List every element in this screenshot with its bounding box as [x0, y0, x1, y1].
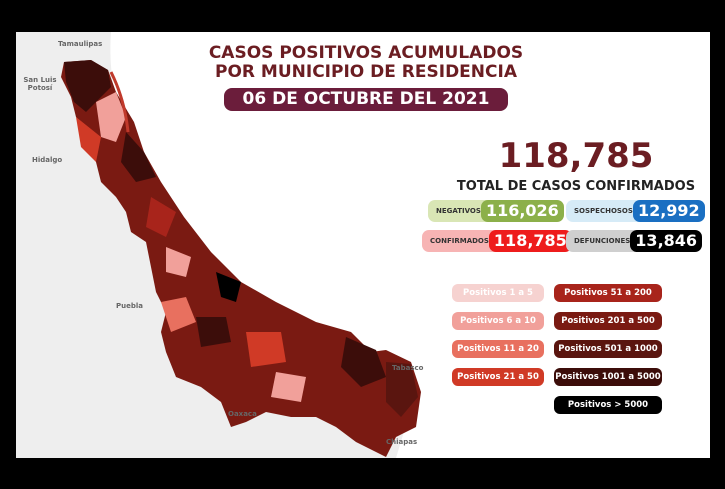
state-label-hidalgo: Hidalgo — [32, 156, 63, 164]
infographic: Tamaulipas San Luis Potosí Hidalgo Puebl… — [16, 32, 710, 458]
region-veracruz-port — [216, 272, 241, 302]
legend-21-50: Positivos 21 a 50 — [452, 368, 544, 386]
stat-value: 12,992 — [632, 200, 705, 222]
total-cases: 118,785 — [498, 136, 654, 176]
state-label-chiapas: Chiapas — [386, 438, 418, 446]
coastal-lagoon — [109, 71, 130, 133]
legend-1-5: Positivos 1 a 5 — [452, 284, 544, 302]
legend-51-200: Positivos 51 a 200 — [554, 284, 662, 302]
state-label-san-luis-potosi: San Luis Potosí — [23, 76, 57, 92]
region-xalapa — [166, 247, 191, 277]
region-poza-rica — [121, 132, 156, 182]
page-title: CASOS POSITIVOS ACUMULADOS POR MUNICIPIO… — [206, 44, 526, 82]
title-line-2: POR MUNICIPIO DE RESIDENCIA — [215, 62, 517, 82]
stat-negativos: NEGATIVOS 116,026 — [428, 200, 564, 222]
region-misantla — [146, 197, 176, 237]
region-orizaba — [161, 297, 196, 332]
region-tuxtepec — [271, 372, 306, 402]
stat-label: SOSPECHOSOS — [574, 207, 633, 215]
region-huasteca — [76, 117, 101, 162]
stat-label: NEGATIVOS — [436, 207, 481, 215]
region-cordoba — [196, 317, 231, 347]
legend-201-500: Positivos 201 a 500 — [554, 312, 662, 330]
legend-11-20: Positivos 11 a 20 — [452, 340, 544, 358]
total-cases-label: TOTAL DE CASOS CONFIRMADOS — [456, 179, 696, 194]
state-label-oaxaca: Oaxaca — [228, 410, 257, 418]
veracruz-map — [16, 32, 421, 458]
legend-1001-5000: Positivos 1001 a 5000 — [554, 368, 662, 386]
stat-confirmados: CONFIRMADOS 118,785 — [422, 230, 572, 252]
stat-label: DEFUNCIONES — [574, 237, 631, 245]
stat-value: 118,785 — [488, 230, 572, 252]
title-line-1: CASOS POSITIVOS ACUMULADOS — [208, 43, 524, 63]
legend-6-10: Positivos 6 a 10 — [452, 312, 544, 330]
stat-value: 13,846 — [630, 230, 703, 252]
state-label-puebla: Puebla — [116, 302, 143, 310]
stat-label: CONFIRMADOS — [430, 237, 489, 245]
region-tuxpan — [96, 92, 126, 142]
stat-value: 116,026 — [480, 200, 564, 222]
stat-defunciones: DEFUNCIONES 13,846 — [566, 230, 703, 252]
region-coatzacoalcos — [341, 337, 386, 387]
region-north — [64, 60, 111, 112]
state-label-tabasco: Tabasco — [392, 364, 424, 372]
stat-sospechosos: SOSPECHOSOS 12,992 — [566, 200, 705, 222]
veracruz-outline — [61, 60, 421, 457]
state-label-tamaulipas: Tamaulipas — [58, 40, 103, 48]
legend-501-1000: Positivos 501 a 1000 — [554, 340, 662, 358]
region-southeast — [386, 362, 418, 417]
date-banner: 06 DE OCTUBRE DEL 2021 — [224, 88, 508, 111]
region-cosamaloapan — [246, 332, 286, 367]
legend-over-5000: Positivos > 5000 — [554, 396, 662, 414]
